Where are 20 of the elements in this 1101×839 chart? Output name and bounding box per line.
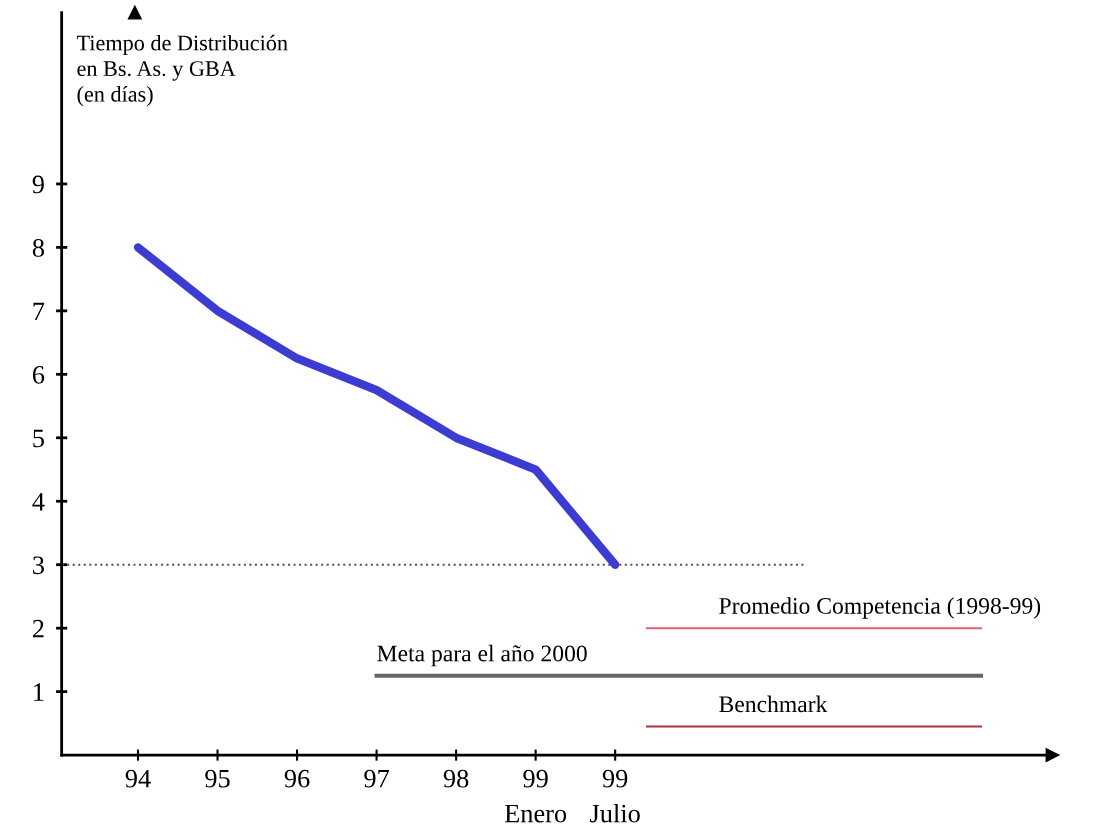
- x-tick-label: 94: [125, 769, 151, 788]
- y-axis-title: Tiempo de Distribución en Bs. As. y GBA (en días): [76, 34, 288, 107]
- y-tick-label: 2: [32, 619, 44, 638]
- x-tick-label: 98: [443, 769, 469, 788]
- ref-line-label: Promedio Competencia (1998-99): [719, 597, 1041, 619]
- x-tick-label: 97: [364, 769, 390, 788]
- y-tick-label: 7: [33, 302, 45, 321]
- x-tick-label: 99 Julio: [590, 769, 640, 823]
- ref-line-label: Benchmark: [719, 695, 828, 713]
- y-tick-label: 5: [33, 429, 44, 448]
- y-tick-label: 1: [34, 683, 44, 701]
- x-tick-label: 96: [284, 769, 310, 788]
- y-tick-label: 3: [33, 556, 44, 575]
- x-tick-label: 95: [205, 769, 230, 788]
- y-tick-label: 6: [32, 366, 45, 384]
- y-tick-label: 8: [32, 239, 44, 257]
- y-tick-label: 4: [32, 493, 45, 511]
- ref-line-label: Meta para el año 2000: [377, 644, 587, 667]
- x-tick-label: 99 Enero: [504, 769, 567, 823]
- y-tick-label: 9: [32, 175, 44, 194]
